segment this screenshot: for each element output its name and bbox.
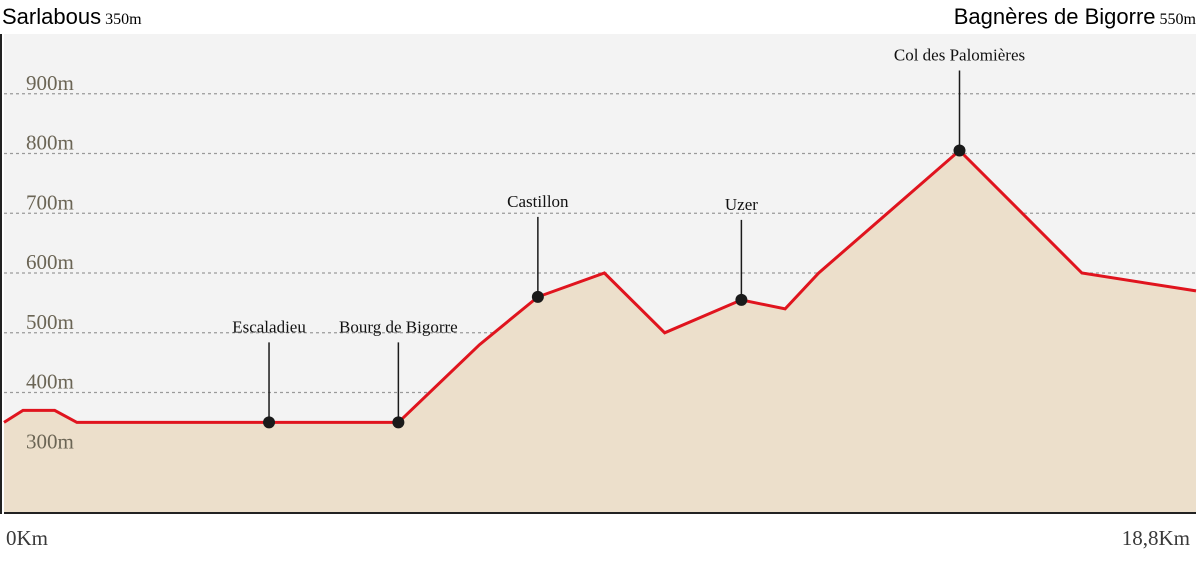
start-location-altitude: 350m [105,11,142,28]
start-location-name: Sarlabous [2,4,102,29]
end-location-altitude: 550m [1159,11,1196,28]
place-marker: Castillon [507,192,569,303]
place-marker: Col des Palomières [894,46,1025,157]
start-location: Sarlabous 350m [2,0,142,34]
place-marker: Escaladieu [232,317,306,429]
y-tick-label: 600m [26,250,74,274]
place-label: Bourg de Bigorre [339,317,458,336]
x-axis-labels: 0Km 18,8Km [6,526,1190,550]
place-marker: Uzer [725,195,758,306]
marker-dot [735,293,748,306]
y-tick-label: 400m [26,370,74,394]
place-label: Uzer [725,195,758,214]
end-location: Bagnères de Bigorre 550m [954,0,1196,34]
y-axis-labels: 300m 400m 500m 600m 700m 800m 900m [26,71,74,454]
marker-dot [263,416,276,429]
place-marker: Bourg de Bigorre [339,317,458,429]
place-label: Escaladieu [232,317,306,336]
x-tick-label: 0Km [6,526,48,550]
end-location-name: Bagnères de Bigorre [953,4,1156,29]
y-tick-label: 500m [26,310,74,334]
place-label: Col des Palomières [894,46,1025,65]
y-tick-label: 300m [26,429,74,453]
marker-dot [953,144,966,157]
y-tick-label: 800m [26,131,74,155]
marker-dot [392,416,405,429]
elevation-profile-line [3,148,1197,424]
place-label: Castillon [507,192,569,211]
y-tick-label: 700m [26,190,74,214]
y-tick-label: 900m [26,71,74,95]
x-tick-label: 18,8Km [1122,526,1190,550]
marker-dot [531,290,544,303]
elevation-area [4,150,1196,512]
place-annotations: Escaladieu Bourg de Bigorre Castillon Uzer C… [232,46,1025,429]
